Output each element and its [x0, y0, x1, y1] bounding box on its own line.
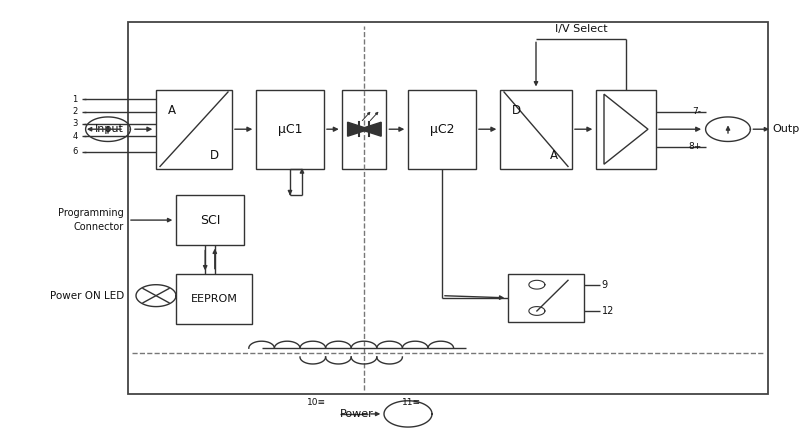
Text: EEPROM: EEPROM: [190, 294, 238, 304]
Text: 7-: 7-: [693, 107, 702, 116]
Text: μC2: μC2: [430, 123, 454, 136]
Polygon shape: [604, 94, 648, 164]
Text: D: D: [210, 149, 219, 162]
Polygon shape: [359, 122, 382, 136]
Text: I/V Select: I/V Select: [554, 24, 607, 34]
Text: 10≡: 10≡: [307, 398, 326, 407]
Bar: [596, 90, 656, 169]
Bar: [256, 90, 324, 169]
Bar: [500, 90, 572, 169]
Text: Programming
Connector: Programming Connector: [58, 208, 124, 232]
Polygon shape: [348, 122, 370, 136]
Text: A: A: [168, 104, 176, 117]
Text: 8+: 8+: [688, 142, 702, 151]
Text: 9: 9: [602, 280, 608, 290]
Bar: [176, 274, 252, 324]
Text: Input: Input: [95, 124, 124, 134]
Bar: [128, 22, 768, 394]
Text: SCI: SCI: [200, 214, 220, 226]
Text: A: A: [550, 149, 558, 162]
Text: 3: 3: [72, 120, 78, 128]
Bar: [176, 195, 244, 245]
Bar: [156, 90, 232, 169]
Bar: [408, 90, 476, 169]
Text: μC1: μC1: [278, 123, 302, 136]
Text: 2: 2: [72, 107, 78, 116]
Text: 1: 1: [72, 95, 78, 104]
Text: 12: 12: [602, 306, 614, 316]
Bar: [342, 90, 386, 169]
Text: Power ON LED: Power ON LED: [50, 291, 124, 300]
Text: D: D: [511, 104, 521, 117]
Text: Output: Output: [772, 124, 800, 134]
Text: 4: 4: [72, 132, 78, 141]
Bar: [508, 274, 584, 322]
Text: 11≡: 11≡: [402, 398, 421, 407]
Text: 6: 6: [72, 148, 78, 156]
Text: Power: Power: [340, 409, 374, 419]
